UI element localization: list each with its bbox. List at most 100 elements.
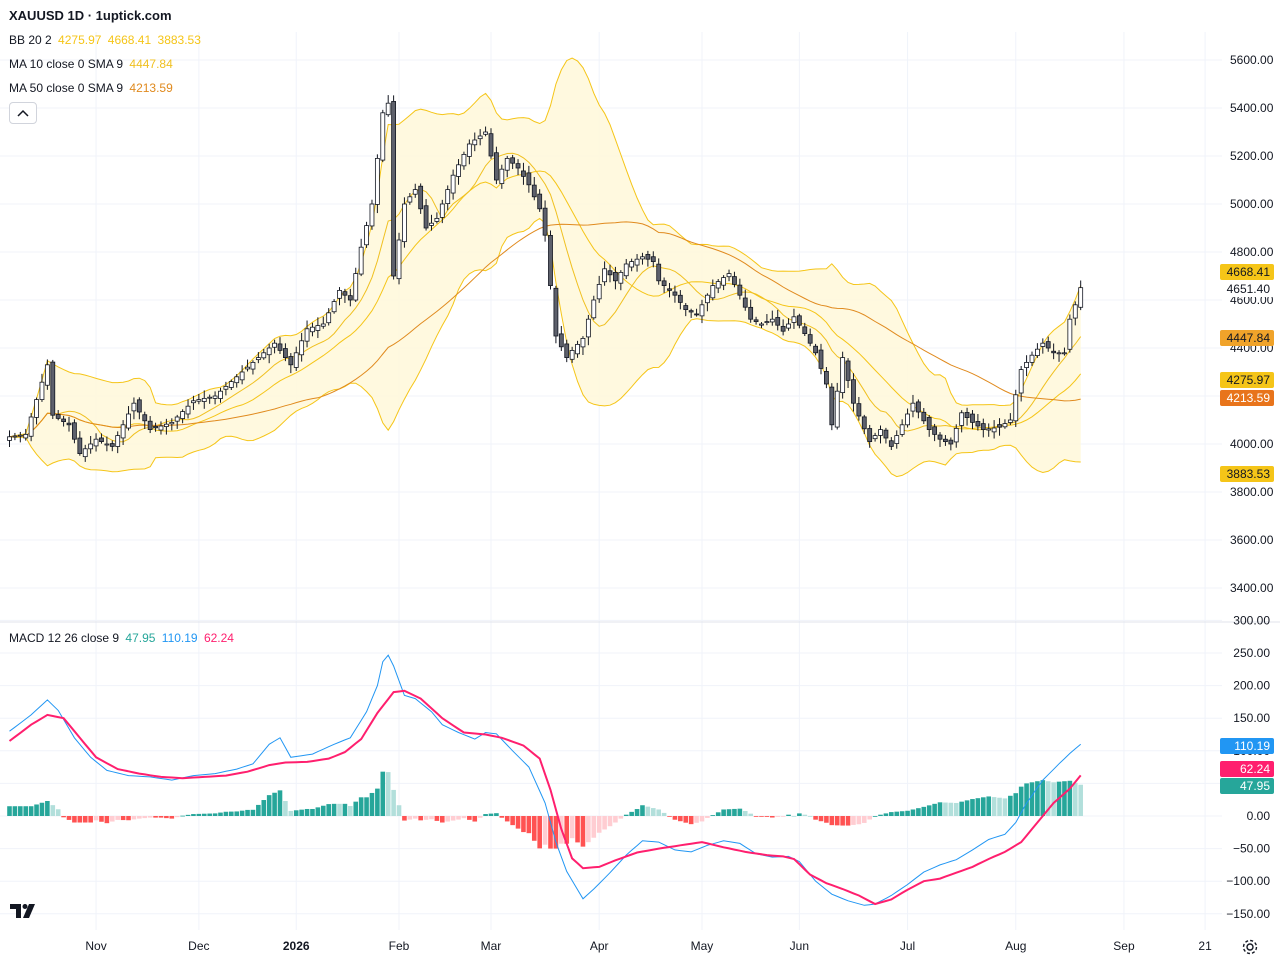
- candle-body: [623, 263, 629, 277]
- macd-hist-bar: [867, 816, 872, 820]
- candle-body: [813, 345, 818, 354]
- candle-body: [1024, 361, 1029, 368]
- bb-lower-value: 3883.53: [157, 33, 201, 47]
- candle-body: [320, 323, 326, 327]
- macd-hist-bar: [180, 815, 185, 817]
- candle-body: [510, 157, 516, 164]
- ma50-value: 4213.59: [129, 81, 173, 95]
- time-axis-tick-label: Jul: [900, 939, 915, 953]
- candle-body: [1056, 352, 1062, 355]
- macd-hist-bar: [775, 816, 781, 817]
- candle-body: [180, 411, 186, 419]
- macd-hist-bar: [131, 816, 137, 820]
- macd-hist-bar: [732, 808, 737, 816]
- macd-hist-bar: [553, 816, 559, 849]
- macd-hist-bar: [948, 802, 954, 816]
- macd-hist-bar: [494, 813, 499, 816]
- macd-hist-bar: [607, 816, 613, 827]
- macd-hist-bar: [153, 816, 158, 818]
- macd-hist-bar: [375, 788, 380, 816]
- ma10-legend: MA 10 close 0 SMA 9 4447.84: [9, 57, 173, 71]
- macd-hist-bar: [510, 816, 515, 826]
- macd-hist-bar: [715, 812, 721, 816]
- signal-value-label-bg: [1220, 761, 1274, 777]
- macd-hist-bar: [591, 816, 597, 838]
- candle-body: [721, 277, 727, 286]
- candle-body: [564, 343, 570, 358]
- macd-hist-bar: [407, 816, 413, 820]
- price-value-label: 4213.59: [1220, 390, 1274, 406]
- macd-hist-bar: [256, 804, 261, 816]
- macd-hist-bar: [1067, 780, 1073, 816]
- candle-body: [921, 411, 927, 422]
- macd-hist-bar: [986, 796, 992, 816]
- macd-histogram: [7, 771, 1083, 849]
- collapse-legend-button[interactable]: [9, 102, 37, 124]
- candle-body: [196, 399, 202, 402]
- candle-body: [878, 429, 883, 436]
- macd-hist-bar: [602, 816, 607, 830]
- macd-hist-bar: [726, 809, 732, 816]
- candle-body: [786, 323, 791, 329]
- macd-hist-bar: [569, 816, 575, 839]
- macd-hist-bar: [250, 809, 256, 816]
- macd-hist-bar: [526, 816, 532, 834]
- macd-hist-bar: [1072, 782, 1078, 816]
- candle-body: [753, 319, 759, 323]
- hist-value-label: 47.95: [1220, 778, 1274, 794]
- candle-body: [661, 280, 667, 286]
- candle-body: [710, 285, 716, 299]
- macd-hist-bar: [391, 789, 396, 816]
- macd-hist-bar: [467, 816, 472, 820]
- macd-hist-bar: [429, 816, 434, 820]
- macd-hist-bar: [678, 816, 683, 822]
- candle-body: [374, 157, 380, 205]
- price-axis-tick-label: 5400.00: [1230, 101, 1274, 115]
- macd-hist-bar: [807, 816, 813, 817]
- candle-body: [82, 448, 88, 458]
- candle-body: [704, 294, 710, 304]
- candle-body: [802, 326, 808, 334]
- signal-value-label: 62.24: [1220, 761, 1274, 777]
- price-value-label-text: 4213.59: [1227, 391, 1271, 405]
- candle-body: [72, 422, 77, 440]
- macd-hist-bar: [445, 816, 451, 822]
- tradingview-logo-icon[interactable]: [8, 898, 38, 922]
- macd-hist-bar: [218, 812, 223, 816]
- macd-hist-bar: [293, 810, 299, 816]
- macd-hist-bar: [472, 816, 478, 822]
- candle-body: [250, 361, 256, 370]
- price-value-label: 4651.40: [1220, 281, 1274, 297]
- candle-body: [34, 399, 39, 418]
- macd-hist-bar: [158, 816, 164, 818]
- time-axis-tick-label: May: [691, 939, 714, 953]
- macd-hist-bar: [331, 803, 337, 816]
- macd-hist-bar: [137, 816, 142, 819]
- candle-body: [380, 112, 386, 161]
- candle-body: [580, 337, 586, 348]
- macd-hist-bar: [461, 816, 467, 819]
- price-axis-tick-label: 5000.00: [1230, 197, 1274, 211]
- time-axis-tick-label: Jun: [790, 939, 809, 953]
- price-value-label-bg: [1220, 390, 1274, 406]
- candle-body: [845, 360, 851, 381]
- macd-hist-bar: [813, 816, 818, 820]
- macd-hist-bar: [164, 816, 169, 819]
- macd-hist-bar: [88, 816, 93, 823]
- candle-body: [521, 170, 526, 177]
- bb-basis-line: [9, 170, 1082, 438]
- candle-body: [266, 347, 272, 356]
- candle-body: [277, 343, 283, 351]
- price-value-label-text: 3883.53: [1227, 467, 1271, 481]
- candle-body: [899, 424, 905, 435]
- macd-hist-bar: [834, 816, 840, 826]
- macd-hist-bar: [629, 811, 634, 816]
- macd-hist-bar: [521, 816, 526, 833]
- macd-hist-bar: [894, 811, 900, 816]
- gear-icon[interactable]: [1240, 937, 1260, 957]
- bb-basis-value: 4275.97: [58, 33, 102, 47]
- macd-hist-bar: [1078, 784, 1083, 816]
- macd-hist-bar: [721, 809, 726, 816]
- candle-body: [185, 405, 191, 415]
